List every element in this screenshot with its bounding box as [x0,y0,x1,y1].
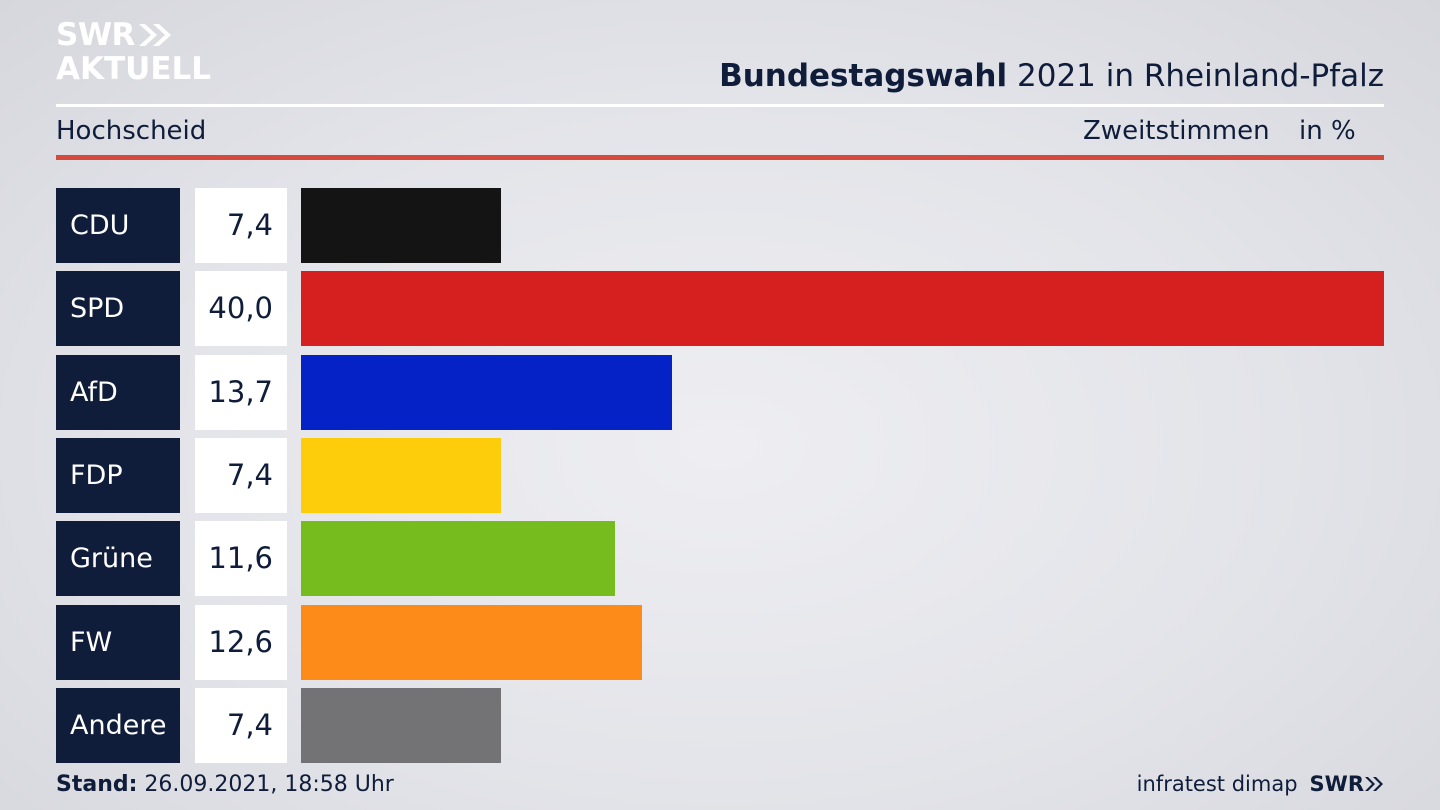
party-label: FDP [56,437,180,513]
footer-chevrons-icon [1365,777,1383,791]
stand-label: Stand: [56,772,138,797]
value-label: 7,4 [195,687,287,763]
bar-row: CDU 7,4 [0,188,1440,263]
bar-row: Andere 7,4 [0,687,1440,763]
value-label: 40,0 [195,271,287,347]
party-label: AfD [56,354,180,430]
header-divider [56,104,1384,107]
bar-row: AfD 13,7 [0,354,1440,430]
logo-swr-text: SWR [56,17,135,53]
party-label: Andere [56,687,180,763]
title-bold: Bundestagswahl [719,58,1008,94]
timestamp: Stand: 26.09.2021, 18:58 Uhr [56,772,394,797]
logo-chevrons-icon [138,24,171,46]
party-label: SPD [56,271,180,347]
unit-label: in % [1299,116,1356,146]
bar [301,687,501,763]
accent-divider [56,155,1384,160]
bar [301,521,615,597]
swr-aktuell-logo: SWR AKTUELL [56,18,211,86]
logo-aktuell-text: AKTUELL [56,51,212,87]
value-label: 11,6 [195,521,287,597]
bar [301,354,672,430]
location-label: Hochscheid [56,116,207,146]
title-rest: 2021 in Rheinland-Pfalz [1017,58,1384,94]
party-label: CDU [56,188,180,263]
bar [301,604,642,680]
bar-row: FW 12,6 [0,604,1440,680]
party-label: Grüne [56,521,180,597]
party-label: FW [56,604,180,680]
source-credit: infratest dimap SWR [1137,772,1384,796]
bar [301,437,501,513]
page-title: Bundestagswahl 2021 in Rheinland-Pfalz [719,58,1384,94]
bar [301,271,1384,347]
value-label: 12,6 [195,604,287,680]
stand-value: 26.09.2021, 18:58 Uhr [144,772,394,797]
footer-swr-logo: SWR [1310,772,1384,796]
bar-row: Grüne 11,6 [0,521,1440,597]
value-label: 7,4 [195,188,287,263]
measure-label: Zweitstimmen [1083,116,1270,146]
value-label: 13,7 [195,354,287,430]
source-label: infratest dimap [1136,772,1298,796]
value-label: 7,4 [195,437,287,513]
bar-row: SPD 40,0 [0,271,1440,347]
footer-swr-text: SWR [1309,772,1364,796]
bar-row: FDP 7,4 [0,437,1440,513]
bar [301,188,501,263]
